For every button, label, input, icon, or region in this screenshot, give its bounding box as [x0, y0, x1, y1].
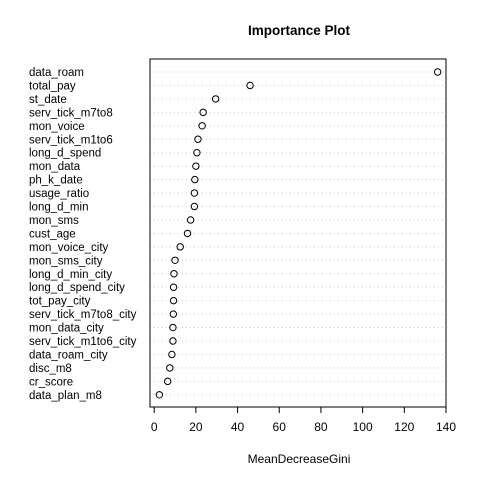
guide-lines — [150, 71, 446, 396]
variable-label: long_d_min_city — [29, 269, 112, 281]
variable-label: mon_sms_city — [29, 255, 103, 267]
x-tick-label: 120 — [394, 420, 414, 434]
data-point — [169, 283, 178, 291]
variable-label: mon_data_city — [29, 323, 104, 335]
x-tick-label: 0 — [151, 420, 158, 434]
data-point — [191, 175, 199, 184]
data-point — [171, 256, 179, 264]
data-point — [164, 377, 172, 386]
data-point — [192, 162, 200, 170]
chart-title: Importance Plot — [248, 23, 351, 38]
variable-label: data_roam — [29, 67, 84, 79]
variable-label: disc_m8 — [29, 363, 72, 375]
x-tick-label: 100 — [353, 420, 373, 434]
data-point — [176, 243, 184, 251]
variable-label: mon_sms — [29, 215, 79, 227]
data-point — [194, 135, 202, 143]
x-tick-label: 60 — [273, 420, 287, 434]
variable-label: long_d_spend — [29, 148, 101, 160]
data-point — [183, 229, 192, 238]
data-point — [170, 270, 178, 278]
variable-label: tot_pay_city — [29, 296, 91, 308]
data-point — [169, 310, 178, 318]
variable-label: serv_tick_m1to6_city — [29, 336, 137, 348]
data-point — [155, 391, 164, 399]
data-points — [155, 68, 442, 399]
variable-label: long_d_spend_city — [29, 282, 125, 294]
variable-label: total_pay — [29, 80, 76, 92]
data-point — [169, 296, 178, 305]
data-point — [169, 323, 177, 332]
variable-label: st_date — [29, 94, 67, 106]
variable-label: usage_ratio — [29, 188, 89, 200]
x-tick-label: 140 — [436, 420, 456, 434]
data-point — [190, 189, 199, 197]
variable-label: data_roam_city — [29, 349, 108, 361]
data-point — [186, 216, 195, 224]
x-axis-label: MeanDecreaseGini — [248, 452, 351, 466]
variable-label: serv_tick_m7to8 — [29, 107, 113, 119]
data-point — [169, 337, 177, 345]
variable-label: long_d_min — [29, 202, 88, 214]
data-point — [166, 364, 174, 372]
data-point — [198, 122, 206, 130]
x-axis: 0 20 40 60 80 100 120 140 — [151, 406, 456, 434]
variable-label: data_plan_m8 — [29, 390, 102, 402]
variable-label: serv_tick_m7to8_city — [29, 309, 137, 321]
variable-label: mon_data — [29, 161, 81, 173]
variable-label: mon_voice — [29, 121, 85, 133]
data-point — [433, 68, 442, 76]
data-point — [211, 95, 220, 103]
data-point — [199, 108, 207, 117]
data-point — [168, 350, 176, 359]
data-point — [193, 149, 201, 157]
variable-label: cust_age — [29, 228, 76, 240]
x-tick-label: 80 — [314, 420, 328, 434]
x-tick-label: 20 — [189, 420, 203, 434]
variable-label: ph_k_date — [29, 175, 83, 187]
x-tick-label: 40 — [231, 420, 245, 434]
variable-label: cr_score — [29, 376, 73, 388]
variable-label: serv_tick_m1to6 — [29, 134, 113, 146]
variable-label: mon_voice_city — [29, 242, 109, 254]
variable-labels: data_roamtotal_payst_dateserv_tick_m7to8… — [29, 67, 137, 402]
data-point — [246, 81, 254, 90]
data-point — [190, 202, 199, 211]
